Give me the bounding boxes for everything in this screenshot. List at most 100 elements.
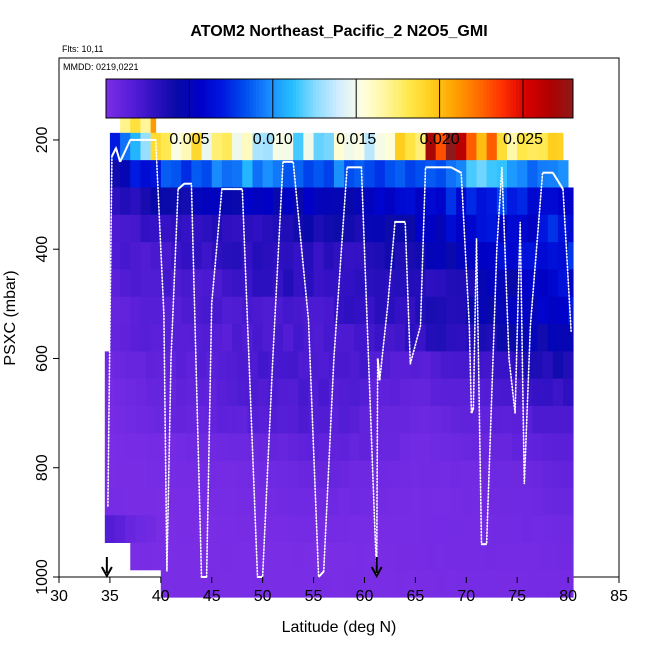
- heatmap-cell: [298, 515, 309, 543]
- heatmap-cell: [242, 242, 253, 270]
- heatmap-cell: [272, 542, 284, 571]
- heatmap-cell: [552, 487, 564, 516]
- heatmap-cell: [313, 214, 325, 243]
- heatmap-cell: [288, 460, 299, 489]
- heatmap-cell: [440, 406, 452, 434]
- heatmap-cell: [288, 433, 299, 462]
- heatmap-cell: [196, 378, 208, 407]
- heatmap-cell: [171, 160, 182, 188]
- heatmap-cell: [277, 378, 289, 407]
- heatmap-cell: [466, 214, 477, 243]
- heatmap-cell: [445, 242, 457, 270]
- heatmap-cell: [517, 296, 528, 325]
- heatmap-cell: [557, 269, 569, 298]
- heatmap-cell: [140, 296, 152, 325]
- heatmap-cell: [435, 242, 447, 270]
- colorbar-swatch: [562, 79, 567, 118]
- heatmap-cell: [262, 214, 274, 243]
- colorbar-frame: [105, 78, 574, 119]
- colorbar-swatch: [349, 79, 354, 118]
- heatmap-cell: [303, 569, 314, 598]
- heatmap-cell: [563, 460, 574, 489]
- heatmap-cell: [242, 187, 253, 216]
- heatmap-cell: [420, 460, 432, 489]
- heatmap-cell: [115, 378, 126, 407]
- heatmap-cell: [120, 242, 131, 270]
- heatmap-cell: [140, 214, 152, 243]
- colorbar-swatch: [509, 79, 514, 118]
- colorbar-swatch: [486, 79, 491, 118]
- heatmap-cell: [374, 269, 386, 298]
- heatmap-cell: [232, 269, 243, 298]
- colorbar-swatch: [216, 79, 220, 118]
- heatmap-cell: [252, 242, 264, 270]
- heatmap-cell: [512, 406, 523, 434]
- x-tick-label: 65: [406, 588, 424, 605]
- heatmap-cell: [181, 214, 192, 243]
- heatmap-cell: [277, 487, 289, 516]
- heatmap-cell: [415, 214, 426, 243]
- x-tick-label: 70: [457, 588, 475, 605]
- heatmap-cell: [160, 269, 172, 298]
- heatmap-cell: [171, 569, 182, 598]
- heatmap-cell: [568, 187, 574, 216]
- heatmap-cell: [389, 460, 401, 489]
- heatmap-cell: [140, 187, 152, 216]
- heatmap-cell: [232, 569, 243, 598]
- heatmap-cell: [542, 460, 554, 489]
- heatmap-cell: [451, 515, 462, 543]
- heatmap-cell: [283, 324, 294, 352]
- heatmap-cell: [527, 296, 538, 325]
- heatmap-cell: [176, 460, 187, 489]
- flight-track-level-leg: [470, 407, 475, 414]
- heatmap-cell: [323, 324, 335, 352]
- heatmap-cell: [227, 351, 238, 380]
- heatmap-cell: [491, 406, 503, 434]
- colorbar-swatch: [439, 79, 444, 118]
- heatmap-cell: [283, 242, 294, 270]
- heatmap-cell: [155, 351, 167, 380]
- heatmap-cell: [283, 214, 294, 243]
- heatmap-cell: [145, 487, 157, 516]
- heatmap-cell: [303, 296, 314, 325]
- heatmap-cell: [333, 132, 345, 161]
- heatmap-cell: [115, 487, 126, 516]
- heatmap-cell: [145, 460, 157, 489]
- heatmap-cell: [415, 569, 426, 598]
- heatmap-cell: [237, 515, 248, 543]
- heatmap-cell: [349, 378, 360, 407]
- heatmap-cell: [563, 433, 574, 462]
- x-tick-label: 80: [559, 588, 577, 605]
- heatmap-cell: [420, 351, 432, 380]
- heatmap-cell: [181, 296, 192, 325]
- heatmap-cell: [476, 132, 488, 161]
- heatmap-cell: [272, 324, 284, 352]
- heatmap-cell: [395, 324, 406, 352]
- heatmap-cell: [507, 242, 518, 270]
- heatmap-cell: [160, 160, 172, 188]
- heatmap-cell: [130, 214, 141, 243]
- heatmap-cell: [145, 515, 157, 543]
- heatmap-cell: [395, 160, 406, 188]
- heatmap-cell: [379, 351, 391, 380]
- heatmap-cell: [130, 132, 141, 161]
- heatmap-cell: [435, 187, 447, 216]
- heatmap-cell: [461, 460, 472, 489]
- heatmap-cell: [405, 187, 416, 216]
- x-tick-label: 85: [610, 588, 628, 605]
- heatmap-cell: [471, 406, 482, 434]
- heatmap-cell: [486, 214, 498, 243]
- heatmap-cell: [471, 515, 482, 543]
- heatmap-cell: [140, 242, 152, 270]
- heatmap-cell: [395, 214, 406, 243]
- heatmap-cell: [201, 160, 213, 188]
- heatmap-cell: [374, 542, 386, 571]
- heatmap-cell: [359, 378, 370, 407]
- heatmap-cell: [435, 214, 447, 243]
- heatmap-cell: [435, 296, 447, 325]
- heatmap-cell: [171, 269, 182, 298]
- heatmap-cell: [171, 242, 182, 270]
- heatmap-cell: [323, 132, 335, 161]
- heatmap-cell: [374, 132, 386, 161]
- heatmap-cell: [364, 542, 376, 571]
